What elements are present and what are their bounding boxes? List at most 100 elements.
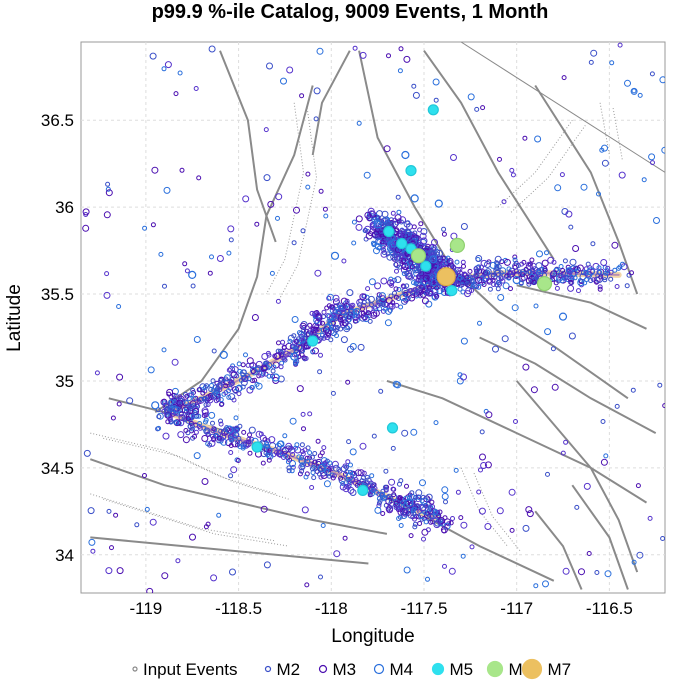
background-event-dot [371, 433, 377, 439]
background-event-dot [562, 567, 570, 575]
background-event-dot [409, 264, 415, 270]
background-event-dot [167, 415, 173, 421]
background-event-dot [87, 507, 95, 515]
background-event-dot [396, 209, 402, 215]
background-event-dot [484, 523, 492, 530]
background-event-dot [312, 451, 318, 456]
event-marker-m4 [225, 425, 234, 434]
legend-marker [431, 662, 445, 676]
background-event-dot [568, 224, 574, 230]
background-event-dot [659, 76, 665, 84]
background-event-dot [270, 368, 276, 374]
background-event-dot [370, 311, 378, 319]
background-event-dot [381, 247, 387, 253]
background-event-dot [156, 425, 162, 431]
legend-marker [132, 666, 138, 672]
background-event-dot [341, 258, 347, 264]
background-event-dot [403, 496, 408, 501]
background-event-dot [105, 186, 111, 192]
background-event-dot [477, 268, 483, 274]
background-event-dot [630, 387, 636, 393]
background-event-dot [428, 279, 434, 285]
fault-line [90, 536, 369, 565]
background-event-dot [385, 307, 393, 315]
background-event-dot [171, 358, 179, 366]
background-event-dot [381, 217, 389, 225]
event-marker-m4 [434, 199, 443, 208]
background-event-dot [299, 322, 307, 330]
background-event-dot [339, 305, 347, 313]
background-event-dot [383, 487, 389, 493]
background-event-dot [260, 450, 268, 458]
background-event-dot [336, 309, 341, 315]
background-event-dot [570, 269, 578, 277]
fault-lines [89, 42, 665, 590]
event-marker-m4 [558, 312, 568, 321]
background-event-dot [480, 259, 488, 267]
background-event-dot [603, 453, 609, 459]
background-event-dot [448, 520, 454, 526]
background-event-dot [312, 459, 318, 465]
background-event-dot [347, 486, 355, 494]
background-event-dot [485, 411, 493, 419]
background-event-dot [394, 276, 402, 284]
legend-marker [373, 663, 385, 675]
background-event-dot [465, 276, 473, 284]
background-event-dot [205, 402, 211, 407]
background-event-dot [497, 156, 502, 162]
background-event-dot [193, 429, 199, 435]
background-event-dot [299, 442, 305, 448]
background-event-dot [335, 325, 340, 330]
background-event-dot [163, 186, 171, 194]
background-event-dot [293, 360, 299, 366]
background-event-dot [544, 250, 549, 256]
background-event-dot [388, 478, 396, 486]
event-marker-m4 [401, 150, 410, 160]
background-event-dot [368, 210, 376, 218]
background-event-dot [418, 221, 424, 227]
event-marker-m5 [427, 104, 439, 116]
background-event-dot [508, 286, 513, 292]
background-event-dot [192, 434, 197, 439]
background-event-dot [529, 257, 535, 263]
background-event-dot [277, 375, 285, 383]
background-event-dot [275, 215, 280, 221]
background-event-dot [404, 483, 409, 489]
background-event-dot [364, 211, 372, 219]
background-event-dot [332, 464, 340, 472]
background-event-dot [396, 218, 402, 224]
background-event-dot [378, 292, 386, 300]
background-event-dot [400, 258, 406, 264]
background-event-dot [230, 466, 238, 474]
background-event-dot [235, 439, 241, 445]
background-event-dot [396, 287, 402, 292]
background-event-dot [408, 533, 414, 539]
background-event-dot [200, 390, 206, 396]
background-event-dot [150, 222, 156, 228]
background-event-dot [210, 420, 215, 426]
background-event-dot [286, 465, 292, 471]
background-event-dot [307, 450, 313, 456]
background-event-dot [441, 493, 449, 500]
background-event-dot [299, 93, 305, 99]
background-event-dot [235, 384, 243, 392]
background-event-dot [519, 261, 525, 267]
background-event-dot [480, 105, 486, 111]
y-tick-label: 36.5 [41, 111, 74, 130]
background-event-dot [215, 393, 221, 399]
y-tick-label: 34.5 [41, 459, 74, 478]
background-event-dot [352, 318, 358, 324]
background-event-dot [287, 338, 293, 344]
plot-area [80, 41, 666, 594]
background-event-dot [399, 216, 407, 224]
background-event-dot [397, 68, 403, 74]
background-event-dot [590, 241, 596, 247]
background-event-dot [208, 387, 214, 392]
background-event-dot [354, 469, 362, 477]
background-event-dot [302, 447, 308, 453]
background-event-dot [254, 381, 260, 387]
legend-label: M7 [548, 660, 572, 679]
background-event-dot [219, 402, 224, 407]
background-event-dot [264, 443, 270, 449]
background-event-dot [282, 357, 288, 363]
